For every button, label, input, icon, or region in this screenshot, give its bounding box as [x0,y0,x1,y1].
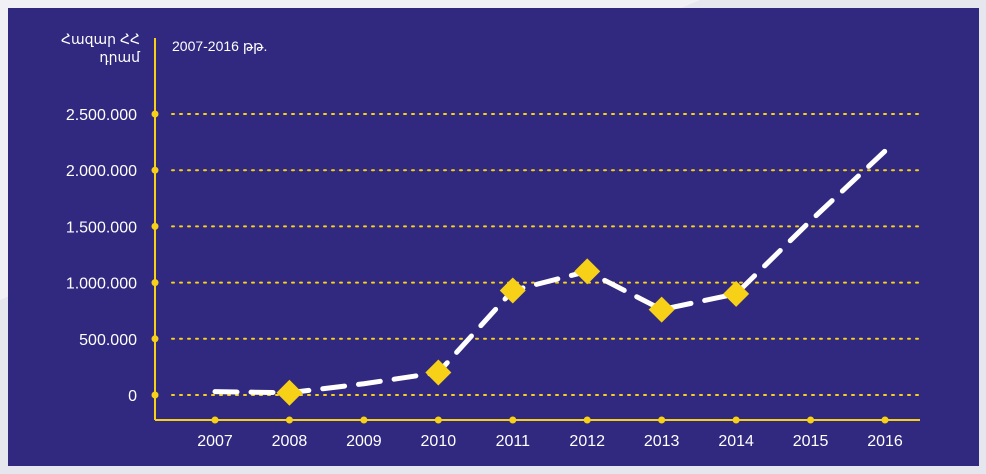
x-tick-label-9: 2016 [867,433,903,450]
x-tick-label-1: 2008 [272,433,308,450]
chart-subtitle: 2007-2016 թթ. [172,38,268,54]
data-point-2014 [723,280,750,307]
series [212,148,888,406]
x-tick-1 [285,416,293,424]
x-tick-0 [211,416,219,424]
y-tick-label-5: 2.500.000 [66,107,137,124]
y-axis-label: Հազար ՀՀ դրամ [40,30,140,66]
x-tick-3 [434,416,442,424]
x-tick-9 [881,416,889,424]
y-tick-label-0: 0 [128,388,137,405]
y-axis-label-line-2: դրամ [99,49,140,65]
x-tick-7 [732,416,740,424]
x-tick-8 [807,416,815,424]
data-point-2008 [276,379,303,406]
data-point-2013 [648,296,675,323]
x-tick-6 [658,416,666,424]
x-tick-label-5: 2012 [569,433,605,450]
y-tick-label-2: 1.000.000 [66,276,137,293]
x-tick-4 [509,416,517,424]
y-tick-label-4: 2.000.000 [66,163,137,180]
series-line [212,148,888,396]
x-tick-label-3: 2010 [421,433,457,450]
x-tick-label-4: 2011 [496,433,531,450]
grid-lines [171,113,921,396]
tick-labels: 0 500.000 1.000.000 1.500.000 2.000.000 2.500… [66,107,903,450]
y-tick-label-1: 500.000 [79,332,137,349]
data-point-2010 [425,359,452,386]
x-tick-2 [360,416,368,424]
y-tick-label-3: 1.500.000 [66,219,137,236]
x-tick-label-8: 2015 [793,433,829,450]
data-point-2011 [499,277,526,304]
axes [151,38,920,424]
chart-panel [8,8,979,466]
x-tick-label-7: 2014 [718,433,754,450]
x-tick-5 [583,416,591,424]
x-tick-label-2: 2009 [346,433,382,450]
x-tick-label-0: 2007 [197,433,233,450]
y-axis-label-line-1: Հազար ՀՀ [61,31,140,47]
data-point-2012 [574,258,601,285]
x-tick-label-6: 2013 [644,433,680,450]
